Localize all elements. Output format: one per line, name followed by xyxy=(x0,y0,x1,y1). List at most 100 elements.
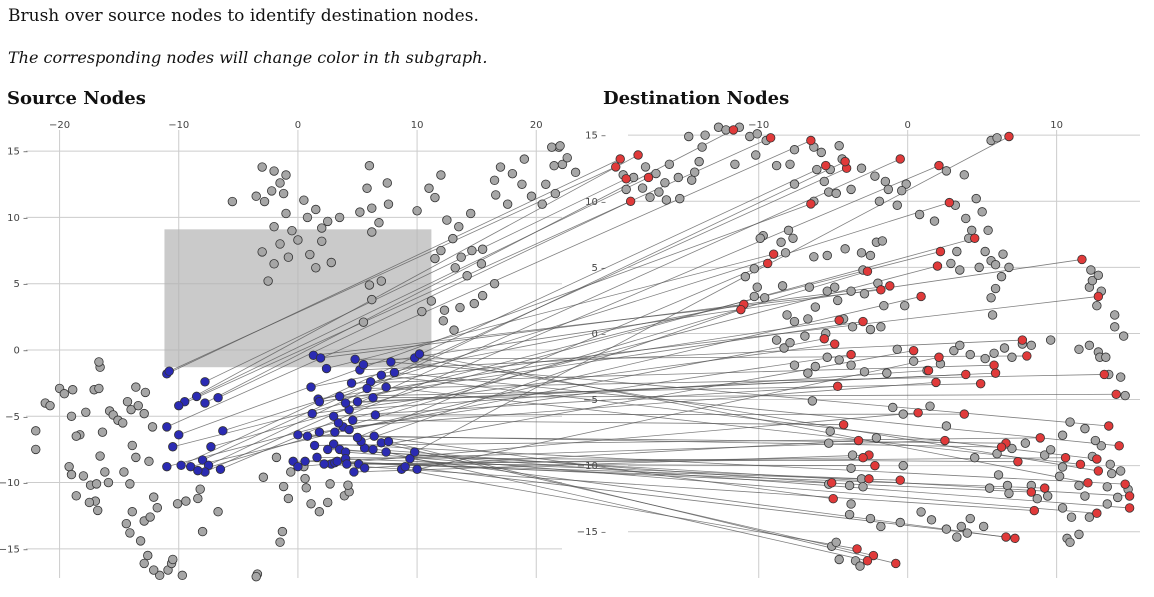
source-node xyxy=(275,178,285,188)
source-node xyxy=(45,400,55,411)
destination-node xyxy=(1115,372,1126,382)
link-line xyxy=(363,259,1083,365)
destination-node xyxy=(898,460,908,471)
destination-node xyxy=(992,449,1002,459)
source-node xyxy=(78,471,89,481)
destination-node-selected xyxy=(828,493,838,504)
destination-node xyxy=(929,216,940,226)
source-node xyxy=(140,387,151,398)
source-node-selected xyxy=(333,418,344,428)
source-node xyxy=(275,239,285,249)
source-node xyxy=(456,252,466,262)
source-node xyxy=(257,247,267,257)
source-node xyxy=(286,467,296,477)
destination-node xyxy=(1086,265,1096,275)
source-node-selected xyxy=(381,382,391,392)
destination-node xyxy=(788,233,798,243)
destination-node xyxy=(1057,503,1068,513)
source-node xyxy=(526,191,537,201)
destination-node xyxy=(870,171,880,181)
source-node xyxy=(306,499,316,509)
source-node xyxy=(570,167,581,178)
destination-node xyxy=(687,175,697,185)
source-node xyxy=(269,222,279,232)
destination-node xyxy=(831,188,841,199)
source-node xyxy=(122,396,133,407)
destination-node-selected xyxy=(765,133,776,143)
source-node-selected xyxy=(200,377,210,387)
link-line xyxy=(360,309,741,442)
source-node xyxy=(450,263,460,273)
destination-node-selected xyxy=(1124,503,1135,513)
source-node xyxy=(466,208,476,219)
link-line xyxy=(210,237,975,448)
source-node xyxy=(469,298,479,309)
source-node xyxy=(557,159,568,170)
source-nodes[interactable] xyxy=(31,141,581,582)
destination-node xyxy=(858,482,868,492)
destination-node xyxy=(949,345,959,356)
link-line xyxy=(324,463,1035,511)
source-node xyxy=(467,245,477,256)
destination-node xyxy=(874,196,885,206)
destination-node xyxy=(789,179,800,189)
destination-node xyxy=(819,176,829,187)
destination-node-selected xyxy=(615,154,625,164)
source-node xyxy=(152,503,163,513)
destination-node-selected xyxy=(834,315,844,325)
destination-node xyxy=(830,282,840,292)
brush-selection[interactable] xyxy=(164,229,432,368)
source-node xyxy=(64,461,74,472)
source-node-selected xyxy=(323,444,333,455)
source-node xyxy=(267,186,277,196)
source-node-selected xyxy=(307,408,317,419)
source-node xyxy=(31,444,41,455)
destination-node xyxy=(880,176,891,187)
link-line xyxy=(339,383,981,397)
source-node-selected xyxy=(185,461,196,472)
destination-node xyxy=(892,200,902,210)
destination-node xyxy=(992,133,1002,143)
source-node xyxy=(550,188,561,199)
destination-node xyxy=(1092,301,1102,311)
destination-node-selected xyxy=(633,150,643,160)
link-line xyxy=(204,178,627,383)
source-node xyxy=(364,280,375,290)
source-node xyxy=(562,153,572,163)
source-node xyxy=(127,507,137,517)
source-node-selected xyxy=(168,442,178,452)
destination-node xyxy=(1057,462,1068,472)
source-node xyxy=(213,507,223,517)
source-node xyxy=(81,407,91,417)
link-line xyxy=(367,374,1105,389)
source-node xyxy=(436,245,446,256)
dst-y-tick-label: 5 – xyxy=(591,263,606,274)
source-node xyxy=(424,183,434,193)
destination-node-selected xyxy=(934,352,944,362)
destination-node-selected xyxy=(1029,505,1039,516)
destination-node xyxy=(846,286,856,296)
destination-node-selected xyxy=(840,156,850,167)
source-node-selected xyxy=(176,460,186,471)
source-node xyxy=(317,223,327,233)
link-line xyxy=(334,462,1045,489)
source-node xyxy=(251,571,261,582)
link-line xyxy=(405,466,1007,538)
instruction-text: Brush over source nodes to identify dest… xyxy=(8,6,479,26)
link-line xyxy=(349,370,929,411)
source-node-selected xyxy=(312,452,322,463)
source-node xyxy=(177,570,188,581)
source-node xyxy=(149,565,159,575)
src-x-tick-label: 20 xyxy=(530,120,543,131)
destination-node-selected xyxy=(846,349,856,360)
destination-node-selected xyxy=(821,160,831,171)
destination-node-selected xyxy=(1092,454,1102,464)
destination-node xyxy=(844,480,855,491)
destination-node-selected xyxy=(853,435,864,446)
source-node xyxy=(462,271,472,281)
source-node xyxy=(133,400,143,411)
destination-node xyxy=(1007,352,1017,362)
destination-node xyxy=(888,402,898,413)
destination-node xyxy=(952,246,962,257)
